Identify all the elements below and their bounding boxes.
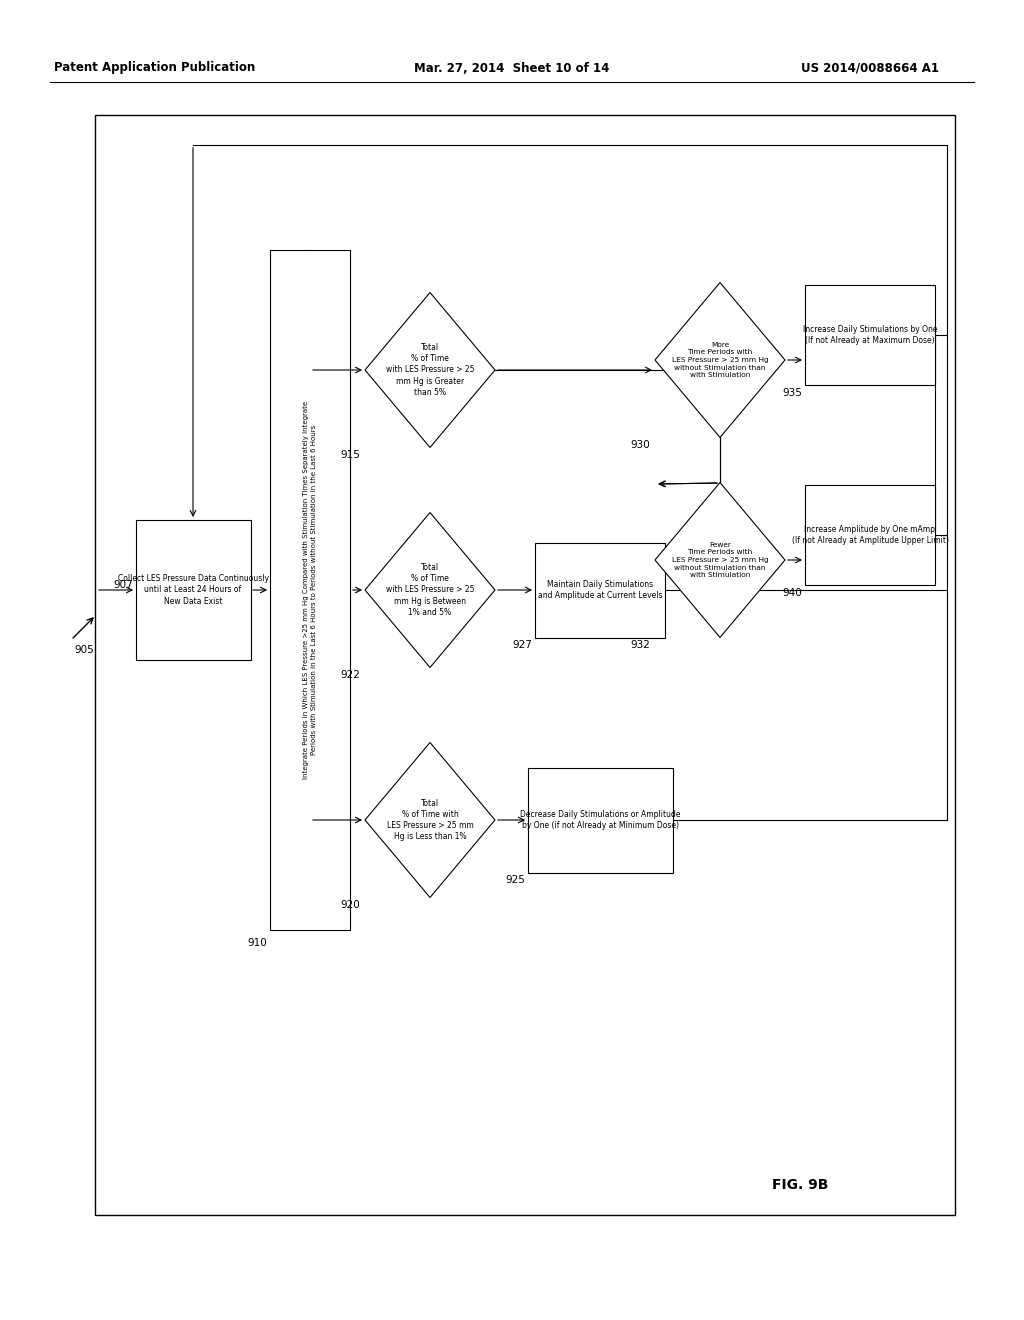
Text: Fewer
Time Periods with
LES Pressure > 25 mm Hg
without Stimulation than
with St: Fewer Time Periods with LES Pressure > 2… xyxy=(672,543,768,578)
Text: 925: 925 xyxy=(505,875,525,884)
Bar xyxy=(135,520,251,660)
Text: 907: 907 xyxy=(114,579,133,590)
Bar xyxy=(805,285,935,385)
Text: Total
% of Time
with LES Pressure > 25
mm Hg is Between
1% and 5%: Total % of Time with LES Pressure > 25 m… xyxy=(386,564,474,616)
Text: Increase Amplitude by One mAmp
(If not Already at Amplitude Upper Limit): Increase Amplitude by One mAmp (If not A… xyxy=(792,525,948,545)
Bar xyxy=(270,249,350,931)
Bar xyxy=(95,115,955,1214)
Text: 940: 940 xyxy=(782,587,802,598)
Polygon shape xyxy=(655,483,785,638)
Text: US 2014/0088664 A1: US 2014/0088664 A1 xyxy=(801,62,939,74)
Text: 927: 927 xyxy=(512,640,532,649)
Text: 922: 922 xyxy=(340,671,360,680)
Bar xyxy=(527,767,673,873)
Text: Total
% of Time
with LES Pressure > 25
mm Hg is Greater
than 5%: Total % of Time with LES Pressure > 25 m… xyxy=(386,343,474,397)
Text: Increase Daily Stimulations by One
(If not Already at Maximum Dose): Increase Daily Stimulations by One (If n… xyxy=(803,325,937,345)
Text: 930: 930 xyxy=(630,440,650,450)
Text: 915: 915 xyxy=(340,450,360,459)
Text: 932: 932 xyxy=(630,640,650,649)
Text: 920: 920 xyxy=(340,900,360,909)
Bar xyxy=(535,543,665,638)
Polygon shape xyxy=(655,282,785,437)
Text: 935: 935 xyxy=(782,388,802,399)
Text: FIG. 9B: FIG. 9B xyxy=(772,1177,828,1192)
Bar xyxy=(805,484,935,585)
Text: Collect LES Pressure Data Continuously
until at Least 24 Hours of
New Data Exist: Collect LES Pressure Data Continuously u… xyxy=(118,574,268,606)
Text: Maintain Daily Stimulations
and Amplitude at Current Levels: Maintain Daily Stimulations and Amplitud… xyxy=(538,579,663,601)
Polygon shape xyxy=(365,293,495,447)
Text: Decrease Daily Stimulations or Amplitude
by One (if not Already at Minimum Dose): Decrease Daily Stimulations or Amplitude… xyxy=(520,810,680,830)
Text: Patent Application Publication: Patent Application Publication xyxy=(54,62,256,74)
Text: More
Time Periods with
LES Pressure > 25 mm Hg
without Stimulation than
with Sti: More Time Periods with LES Pressure > 25… xyxy=(672,342,768,378)
Polygon shape xyxy=(365,742,495,898)
Text: Mar. 27, 2014  Sheet 10 of 14: Mar. 27, 2014 Sheet 10 of 14 xyxy=(415,62,609,74)
Text: Total
% of Time with
LES Pressure > 25 mm
Hg is Less than 1%: Total % of Time with LES Pressure > 25 m… xyxy=(387,799,473,841)
Text: Integrate Periods in Which LES Pressure >25 mm Hg Compared with Stimulation Time: Integrate Periods in Which LES Pressure … xyxy=(303,401,316,779)
Text: 905: 905 xyxy=(74,645,94,655)
Polygon shape xyxy=(365,512,495,668)
Text: 910: 910 xyxy=(247,939,267,948)
